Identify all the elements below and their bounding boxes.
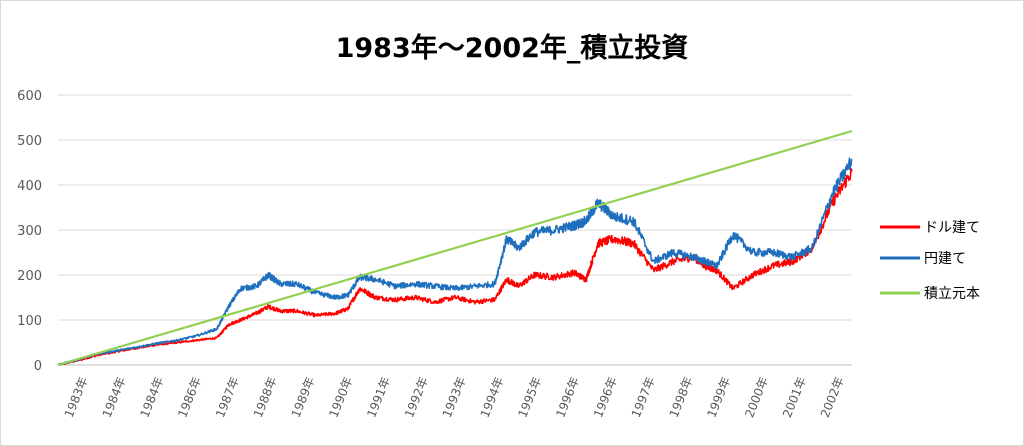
x-tick-label: 2001年 <box>780 375 809 420</box>
x-tick-label: 1996年 <box>591 375 620 420</box>
y-tick-label: 100 <box>17 314 42 329</box>
x-tick-label: 1993年 <box>440 375 469 420</box>
series-lines <box>57 129 853 367</box>
legend-entry: ドル建て <box>924 220 980 236</box>
x-tick-label: 1996年 <box>553 375 582 420</box>
x-tick-label: 1995年 <box>515 375 544 420</box>
x-tick-labels: 1983年 1984年 1984年 1986年 1987年 1988年 1989年 1990年… <box>62 375 847 420</box>
y-tick-label: 400 <box>17 179 42 194</box>
x-tick-label: 1984年 <box>100 375 129 420</box>
x-tick-label: 1994年 <box>478 375 507 420</box>
y-tick-label: 500 <box>17 134 42 149</box>
x-tick-label: 1999年 <box>704 375 733 420</box>
x-tick-label: 1983年 <box>62 375 91 420</box>
x-tick-label: 1997年 <box>629 375 658 420</box>
x-tick-label: 2000年 <box>742 375 771 420</box>
x-tick-label: 1990年 <box>326 375 355 420</box>
x-tick-label: 1986年 <box>175 375 204 420</box>
x-tick-label: 1992年 <box>402 375 431 420</box>
y-tick-label: 300 <box>17 224 42 239</box>
x-tick-label: 1998年 <box>667 375 696 420</box>
x-tick-label: 2002年 <box>818 375 847 420</box>
x-tick-label: 1984年 <box>137 375 166 420</box>
legend-entry: 円建て <box>924 251 966 267</box>
legend-entry: 積立元本 <box>924 286 980 302</box>
chart-title: 1983年～2002年_積立投資 <box>335 33 689 64</box>
y-tick-label: 600 <box>17 89 42 104</box>
y-tick-label: 0 <box>34 359 42 374</box>
series-line-2 <box>57 157 853 366</box>
gridlines <box>58 94 852 366</box>
x-tick-label: 1989年 <box>289 375 318 420</box>
y-tick-labels: 0 100 200 300 400 500 600 <box>17 89 42 374</box>
y-tick-label: 200 <box>17 269 42 284</box>
series-line-3 <box>57 129 853 367</box>
x-tick-label: 1987年 <box>213 375 242 420</box>
x-tick-label: 1988年 <box>251 375 280 420</box>
series-line-1 <box>57 167 853 366</box>
x-tick-label: 1991年 <box>364 375 393 420</box>
